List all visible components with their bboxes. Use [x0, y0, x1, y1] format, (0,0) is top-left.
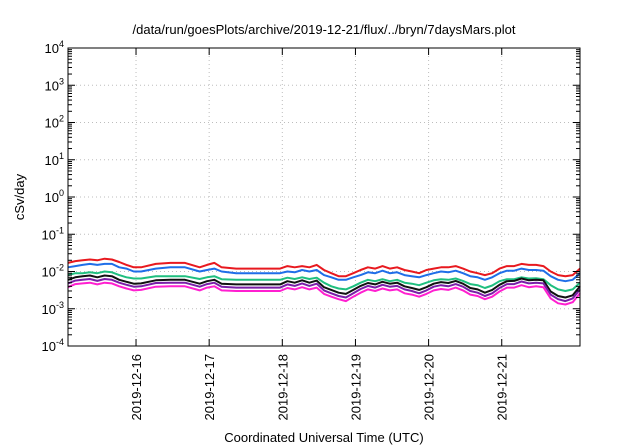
y-tick-label: 10-4 — [42, 337, 64, 354]
grid — [68, 48, 580, 346]
series-line-red — [67, 257, 581, 278]
x-tick-label: 2019-12-16 — [129, 354, 144, 421]
y-tick-exponent: 4 — [59, 39, 64, 49]
y-tick-base: 10 — [42, 265, 56, 280]
chart-title: /data/run/goesPlots/archive/2019-12-21/f… — [133, 22, 516, 37]
x-tick-label: 2019-12-21 — [495, 354, 510, 421]
series-group — [67, 257, 581, 306]
y-axis-label: cSv/day — [12, 173, 27, 220]
y-tick-exponent: -4 — [56, 337, 64, 347]
y-tick-base: 10 — [42, 302, 56, 317]
series-line-purple — [67, 278, 581, 303]
x-tick-labels: 2019-12-16 2019-12-17 2019-12-18 2019-12-19… — [129, 354, 510, 421]
y-tick-exponent: 0 — [59, 188, 64, 198]
x-tick-label: 2019-12-18 — [275, 354, 290, 421]
series-line-black — [67, 274, 581, 299]
x-axis-label: Coordinated Universal Time (UTC) — [224, 430, 423, 445]
y-tick-exponent: -3 — [56, 300, 64, 310]
y-tick-base: 10 — [42, 339, 56, 354]
y-tick-label: 101 — [45, 151, 64, 168]
series-line-green — [67, 270, 581, 292]
y-tick-base: 10 — [45, 116, 59, 131]
series-line-blue — [67, 262, 581, 283]
tick-marks — [68, 47, 580, 347]
y-tick-label: 10-3 — [42, 300, 64, 317]
y-tick-label: 10-1 — [42, 225, 64, 242]
y-tick-base: 10 — [45, 78, 59, 93]
y-tick-exponent: 2 — [59, 114, 64, 124]
y-tick-label: 104 — [45, 39, 64, 56]
x-tick-label: 2019-12-17 — [202, 354, 217, 421]
y-tick-exponent: 3 — [59, 76, 64, 86]
y-tick-label: 100 — [45, 188, 64, 205]
y-tick-label: 103 — [45, 76, 64, 93]
x-tick-label: 2019-12-19 — [348, 354, 363, 421]
y-tick-label: 102 — [45, 114, 64, 131]
series-line-magenta — [67, 281, 581, 306]
y-tick-base: 10 — [45, 190, 59, 205]
y-tick-base: 10 — [42, 227, 56, 242]
x-tick-label: 2019-12-20 — [422, 354, 437, 421]
y-tick-exponent: -1 — [56, 225, 64, 235]
y-tick-exponent: 1 — [59, 151, 64, 161]
y-tick-base: 10 — [45, 153, 59, 168]
y-tick-label: 10-2 — [42, 263, 64, 280]
y-tick-base: 10 — [45, 41, 59, 56]
y-tick-exponent: -2 — [56, 263, 64, 273]
